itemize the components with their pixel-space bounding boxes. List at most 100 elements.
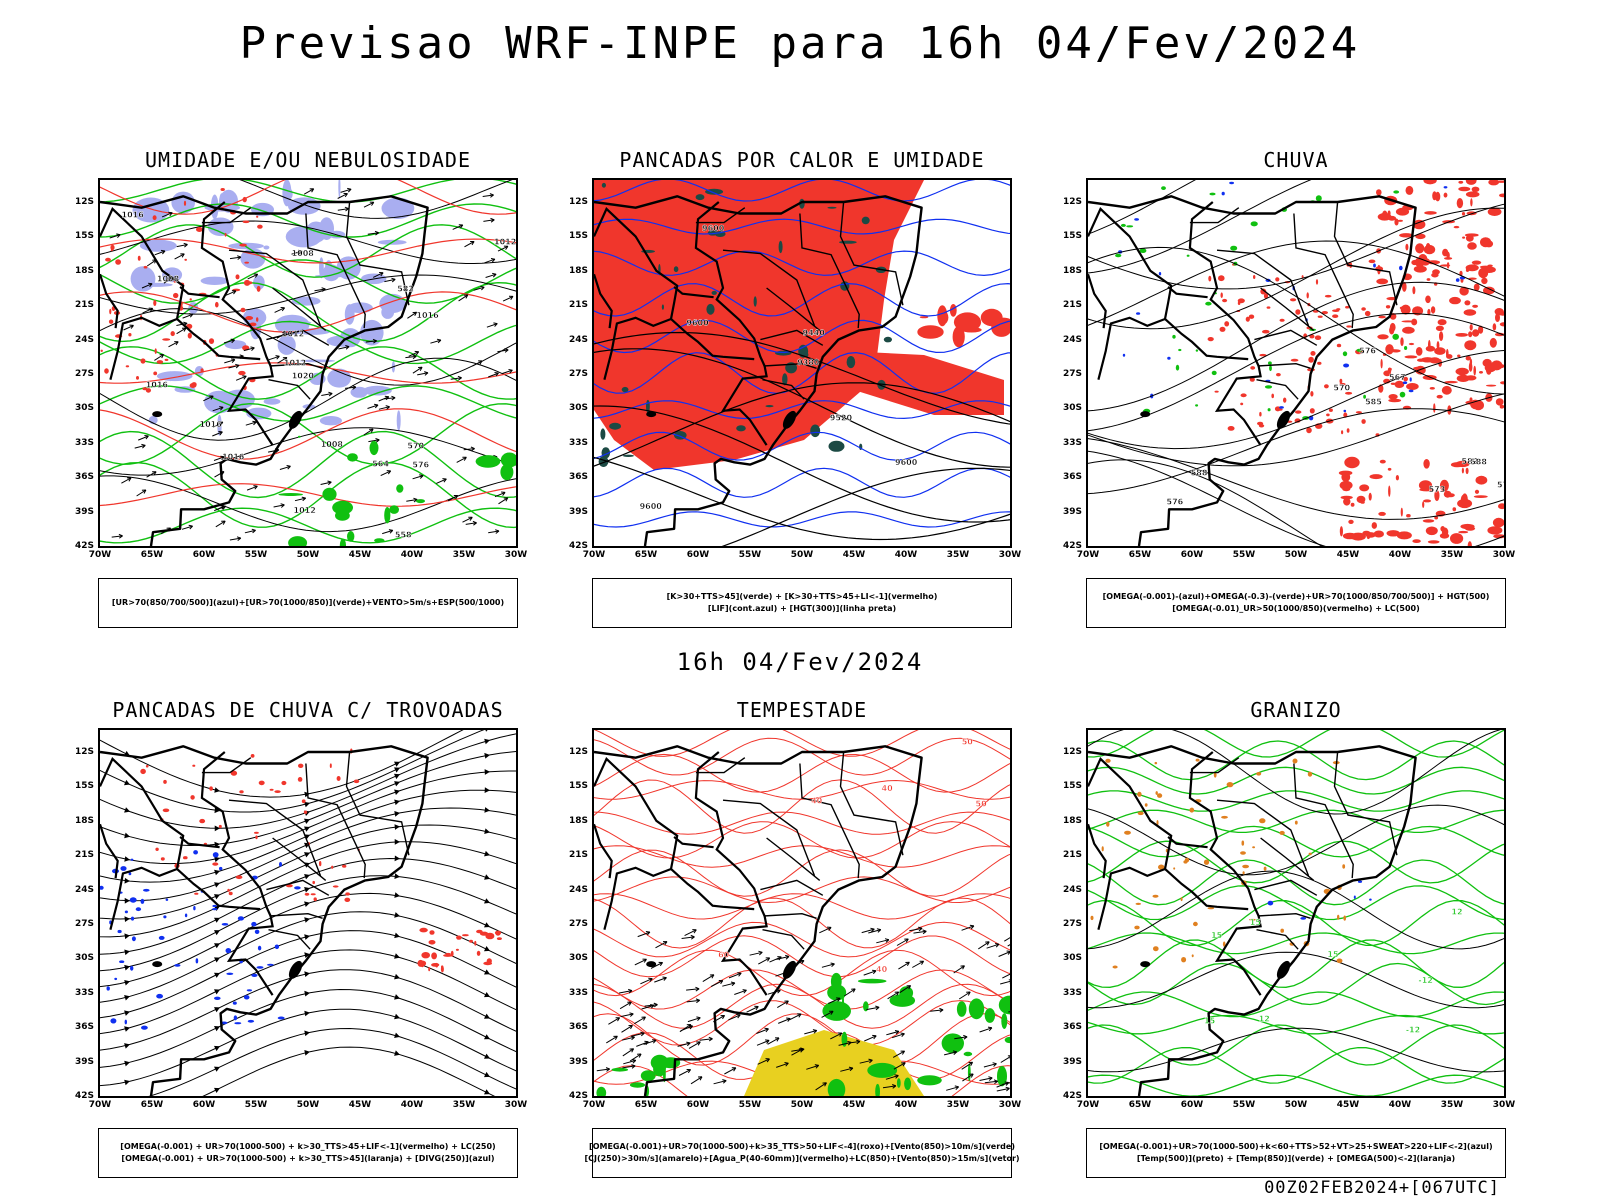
storm-red xyxy=(145,764,149,768)
lat-tick-label: 18S xyxy=(74,815,94,826)
state-border xyxy=(760,879,824,896)
omega-blue xyxy=(1443,186,1448,189)
contour-line xyxy=(100,430,516,499)
storm-red xyxy=(440,966,444,973)
lon-axis: 70W 65W 60W 55W 50W 45W 40W 35W 30W xyxy=(89,1100,527,1114)
rain-area xyxy=(1208,275,1212,282)
wind-vector-head xyxy=(872,1034,877,1040)
wind-vector-head xyxy=(737,972,742,977)
rain-area xyxy=(1458,180,1464,184)
country-border xyxy=(594,823,613,879)
lat-tick-label: 30S xyxy=(1062,403,1082,414)
omega500-orange xyxy=(1207,907,1215,910)
wind-vector xyxy=(622,1048,634,1057)
rain-area xyxy=(1424,211,1437,215)
lat-axis: 12S 15S 18S 21S 24S 27S 30S 33S 36S 39S 42S xyxy=(1052,178,1084,551)
wind-vector-head xyxy=(503,497,509,502)
wind-vector-head xyxy=(985,941,990,946)
legend-line: [CJ(250)>30m/s](amarelo)+[Agua_P(40-60mm… xyxy=(584,1154,1020,1163)
divergence-blue xyxy=(246,989,253,992)
streamline-arrow xyxy=(484,946,490,952)
jet-area xyxy=(744,1030,924,1096)
lon-tick-label: 55W xyxy=(1232,550,1256,560)
streamline-arrow xyxy=(124,949,130,956)
storm-red xyxy=(298,763,304,768)
contour-line xyxy=(594,511,1010,528)
wind-vector-head xyxy=(253,273,259,278)
wind-vector-head xyxy=(218,431,223,436)
wind-vector xyxy=(291,250,303,255)
streamline-arrow xyxy=(124,995,130,1001)
thickness-dash xyxy=(240,307,246,313)
wind-vector-head xyxy=(152,471,157,476)
wind-vector-head xyxy=(900,1032,905,1037)
omega500-orange xyxy=(1195,758,1200,762)
kindex-shade xyxy=(778,240,783,254)
kindex-shade xyxy=(839,240,857,244)
lon-tick-label: 50W xyxy=(1284,550,1308,560)
wind-vector xyxy=(885,1075,899,1080)
rain-area xyxy=(1308,356,1314,363)
rain-area xyxy=(1485,384,1497,387)
streamline-arrow xyxy=(394,781,400,787)
omega-blue xyxy=(1229,181,1234,185)
rain-area xyxy=(1465,180,1477,185)
wind-vector-head xyxy=(952,1050,958,1055)
divergence-blue xyxy=(233,1015,238,1021)
wind-vector xyxy=(962,1073,974,1082)
kindex-shade xyxy=(705,188,724,195)
wind-vector-head xyxy=(613,1035,618,1040)
wind-vector xyxy=(497,349,509,353)
lon-tick-label: 70W xyxy=(582,550,606,560)
storm-red xyxy=(455,948,459,951)
wind-vector-head xyxy=(628,988,633,994)
wind-vector xyxy=(488,530,500,534)
divergence-blue xyxy=(106,986,110,991)
rain-area xyxy=(1390,349,1401,353)
omega-green xyxy=(1392,333,1399,340)
humidity-shade xyxy=(319,416,342,426)
storm-red xyxy=(476,950,481,956)
lat-tick-label: 42S xyxy=(568,541,588,551)
rain-area xyxy=(1218,275,1225,282)
wind850-green xyxy=(1004,1036,1010,1044)
thickness-dash xyxy=(143,265,148,269)
omega500-orange xyxy=(1134,925,1140,930)
country-border xyxy=(179,836,220,849)
contour-line xyxy=(100,281,516,343)
rain-area xyxy=(1467,541,1472,546)
country-border xyxy=(1088,273,1107,329)
wind-vector xyxy=(462,516,473,523)
divergence-blue xyxy=(193,850,198,855)
rain-area xyxy=(1437,319,1447,326)
wind-vector-head xyxy=(868,1058,873,1064)
thickness-dash xyxy=(125,365,130,368)
omega-green xyxy=(1404,346,1408,350)
streamline-arrow xyxy=(124,1060,130,1067)
wind850-green xyxy=(998,995,1010,1015)
storm-red xyxy=(183,856,188,860)
thickness-dash xyxy=(183,200,187,206)
wind-vector-head xyxy=(954,1085,960,1090)
omega500-orange xyxy=(1090,915,1094,921)
rain-area xyxy=(1403,376,1408,382)
rain-area xyxy=(1411,318,1418,326)
wind-vector xyxy=(821,963,835,968)
storm-red xyxy=(313,897,317,902)
contour-label: 50 xyxy=(976,800,988,809)
rain-area xyxy=(1253,275,1256,279)
lat-tick-label: 15S xyxy=(74,231,94,242)
storm-red xyxy=(228,891,233,896)
wind-vector-head xyxy=(736,1014,741,1019)
wind-vector xyxy=(412,475,424,480)
storm-red xyxy=(332,885,339,888)
rain-area xyxy=(1240,402,1244,406)
wind-vector-head xyxy=(829,1010,834,1015)
wind-vector-head xyxy=(144,435,149,440)
contour-line xyxy=(100,180,516,203)
wind-vector xyxy=(789,1013,802,1021)
wind-vector xyxy=(898,961,910,970)
country-border xyxy=(594,207,755,361)
contour-label: 50 xyxy=(962,738,974,747)
streamline-arrow xyxy=(394,912,400,918)
